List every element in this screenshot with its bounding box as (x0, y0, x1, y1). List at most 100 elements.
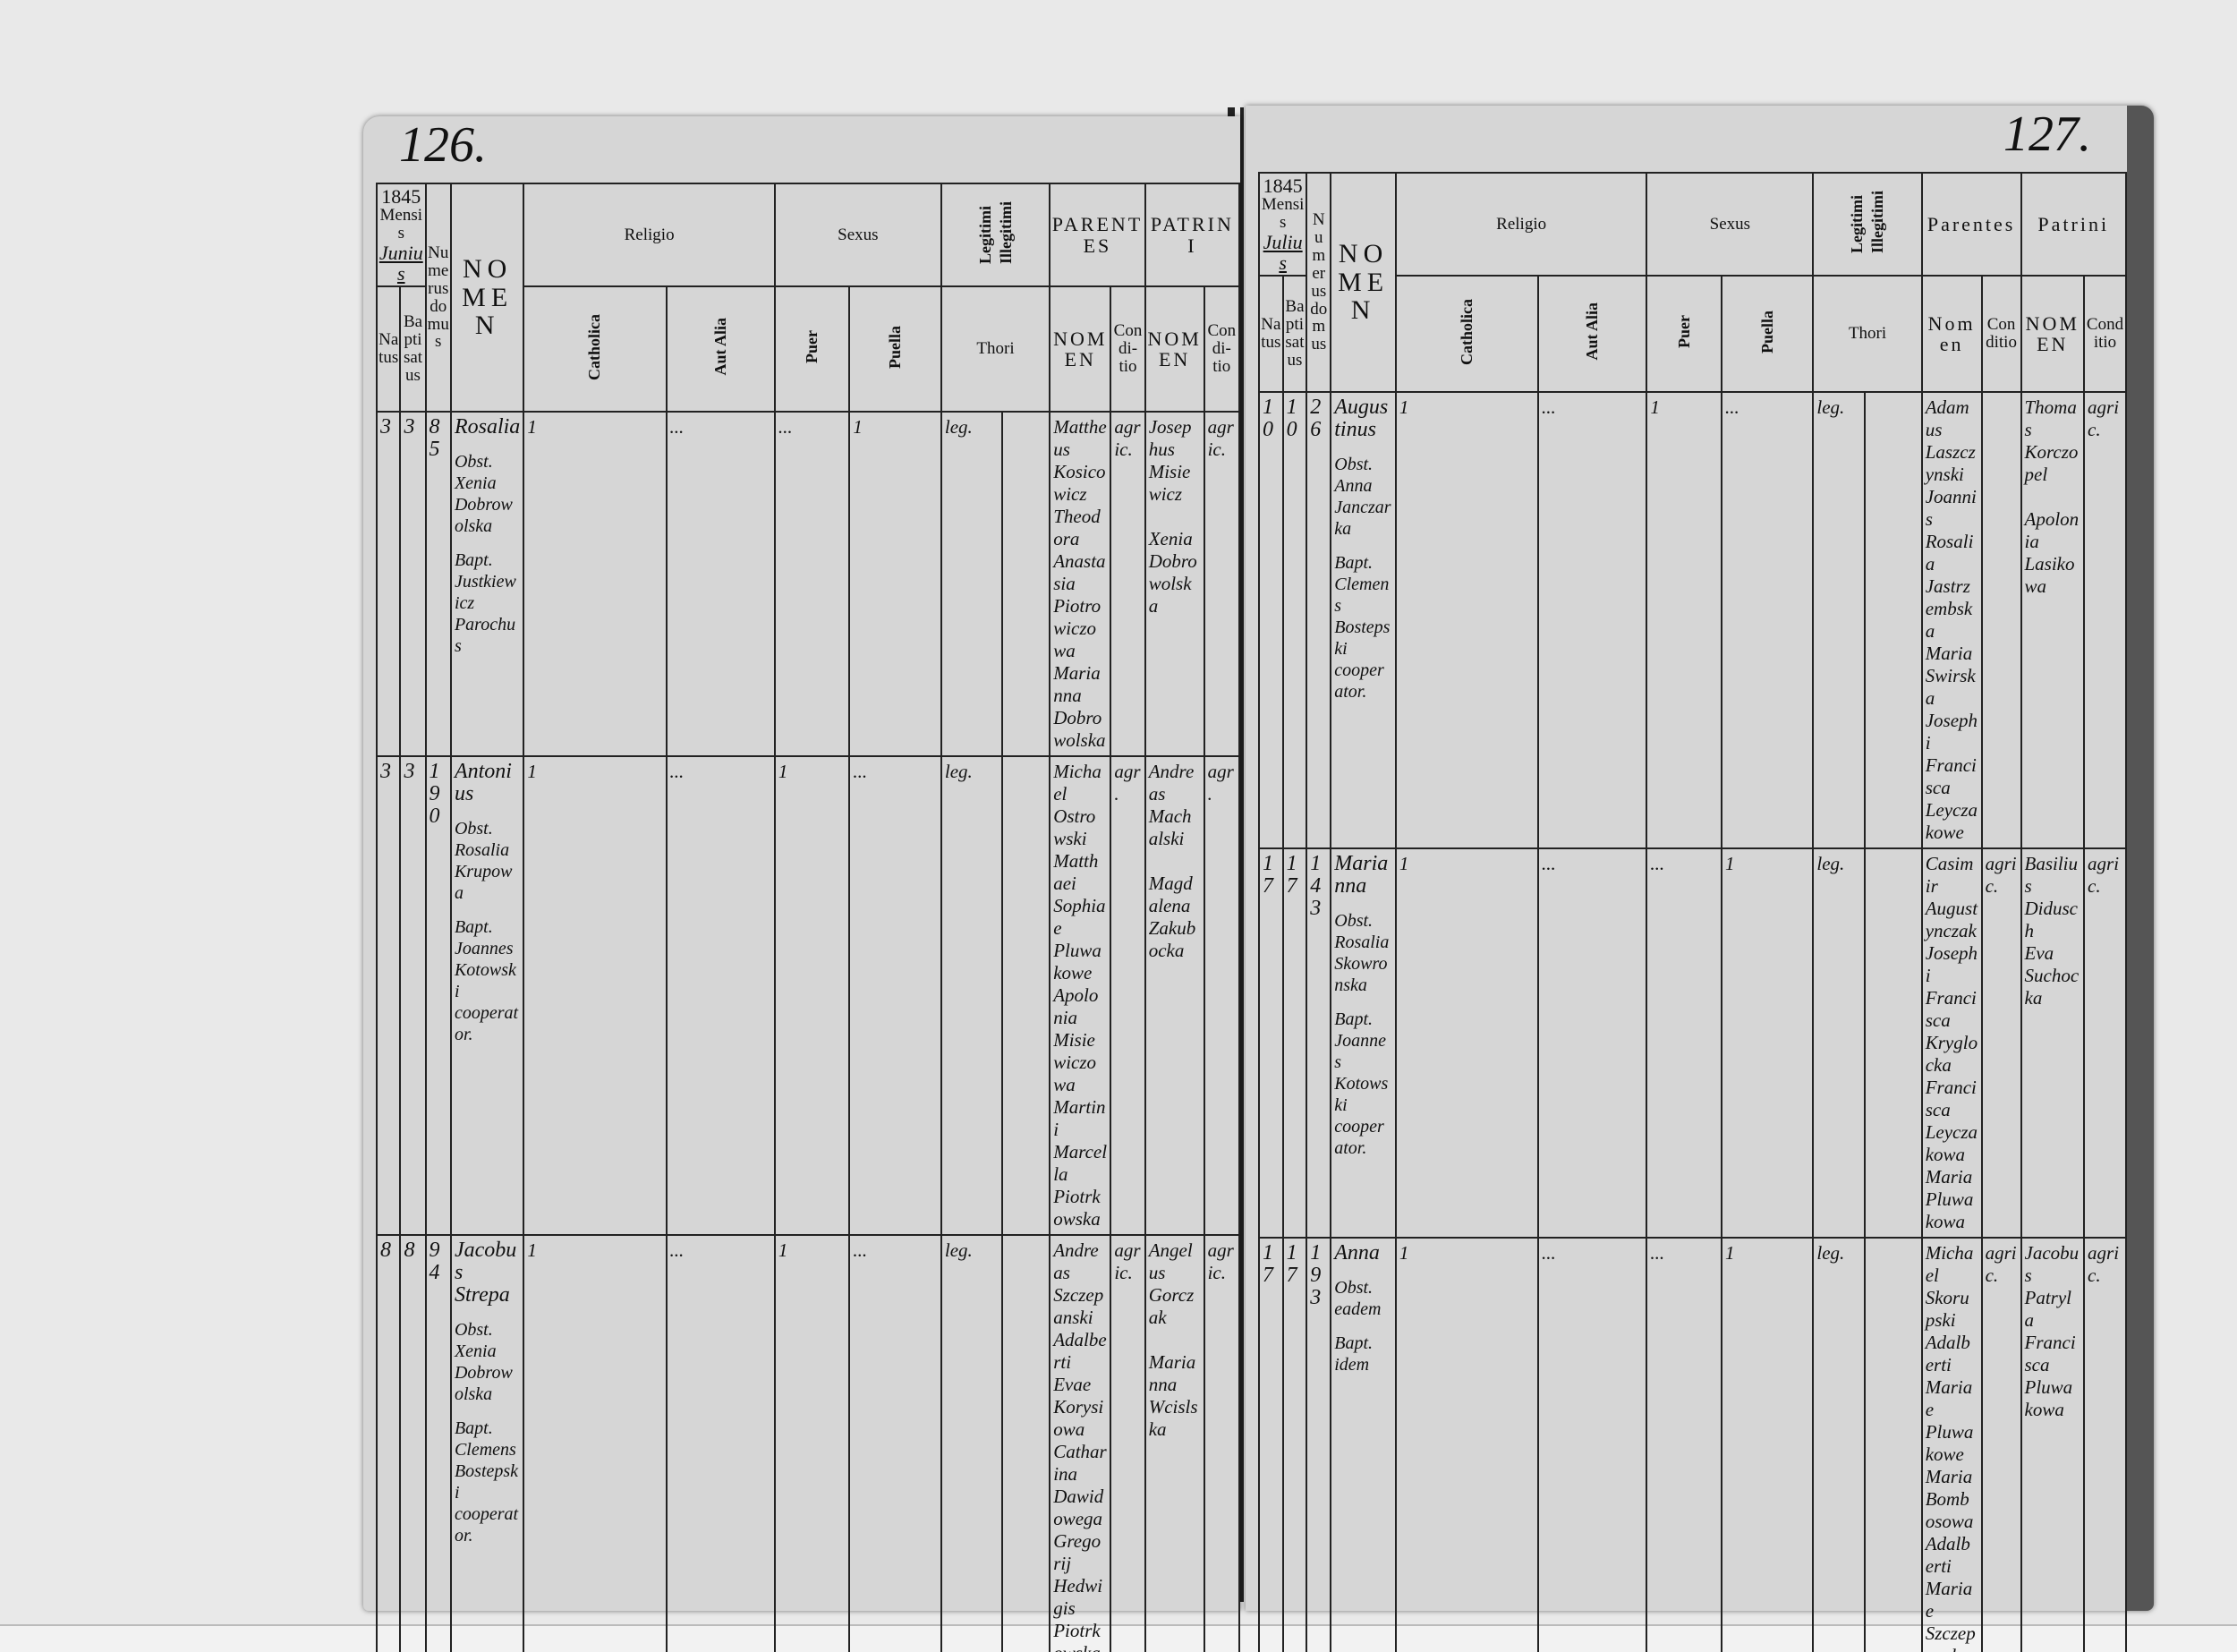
child-name: Marianna (1334, 852, 1389, 898)
page-number: 126. (399, 117, 487, 173)
legitimi-label: Legitimi (1848, 195, 1867, 254)
parentes-nomen-cell: Andreas Szczepanski Adalberti Evae Korysiow… (1049, 1234, 1112, 1652)
parent-name-line: Pluwakowe (1053, 940, 1101, 984)
parent-name-line: Ostrowski (1053, 805, 1096, 850)
patrini-nomen-cell: Thomas Korczopel Apolonia Lasikowa (2020, 391, 2086, 850)
parent-name-line: Dawidowega (1053, 1486, 1104, 1530)
catholica-header: Catholica (1394, 275, 1540, 394)
illegitimi-label: Illegitimi (996, 201, 1015, 265)
godparent-name-line: Misiewicz (1148, 461, 1191, 506)
puella-cell: ... (848, 1234, 942, 1652)
godparent-name-line: Didusch (2024, 898, 2079, 942)
parent-name-line: Piotrkowska (1053, 1186, 1101, 1230)
puer-cell: ... (773, 411, 851, 758)
parentes-conditio-header: Conditio (1980, 275, 2022, 394)
legitimi-cell: leg. (1812, 391, 1867, 850)
register-page-right: 127. 1845 Mensis Julius Numerus domus NOMEN R… (1246, 106, 2154, 1652)
puella-header-label: Puella (1757, 310, 1776, 353)
parent-name-line: Theodora Anastasia (1053, 506, 1106, 595)
register-table: 1845 Mensis Junius Numerus domus NOMEN Religi… (375, 182, 1241, 1652)
parentes-conditio-cell: agric. (1980, 847, 2022, 1239)
godparent-name-line (1149, 850, 1201, 873)
puer-cell: ... (1646, 847, 1722, 1239)
nomen-header: NOMEN (1330, 171, 1397, 394)
nomen-cell: Jacobus Strepa Obst. Xenia Dobrowolska Bap… (449, 1234, 525, 1652)
table-row: 10 10 26 Augustinus Obst. Anna Janczarka Bapt… (1258, 391, 2127, 850)
parent-name-line: Francisca (1925, 1077, 1977, 1121)
puer-header: Puer (773, 285, 851, 413)
aut-alia-cell: ... (1537, 847, 1648, 1239)
mensis-label: Mensis (1261, 195, 1305, 233)
nomen-cell: Rosalia Obst. Xenia Dobrowolska Bapt. Just… (449, 411, 525, 758)
sexus-header: Sexus (773, 182, 942, 288)
legitimi-cell: leg. (940, 755, 1003, 1237)
godparent-name-line: Magdalena (1148, 873, 1193, 917)
parent-name-line: Apolonia Misiewiczowa (1053, 984, 1099, 1096)
domus-cell: 85 (424, 411, 452, 758)
godparent-name-line: Marianna (1148, 1351, 1196, 1396)
nomen-cell: Anna Obst. eadem Bapt. idem (1330, 1237, 1397, 1652)
parent-name-line: Adalberti Mariae (1925, 1533, 1973, 1622)
illegitimi-cell (1000, 411, 1051, 758)
parent-name-line: Szczepanski (1053, 1284, 1104, 1329)
aut-alia-header-label: Aut Alia (1583, 302, 1602, 361)
illegitimi-cell (1864, 391, 1923, 850)
parent-name-line: Adalberti Evae (1053, 1329, 1107, 1396)
natus-cell: 8 (375, 1234, 402, 1652)
domus-cell: 94 (424, 1234, 452, 1652)
parent-name-line: Kosicowicz (1053, 461, 1106, 506)
godparent-name-line: Xenia (1148, 528, 1193, 550)
godparent-name-line: Suchocka (2024, 965, 2080, 1009)
puer-header-label: Puer (803, 330, 821, 364)
puer-cell: ... (1646, 1237, 1722, 1652)
patrini-conditio-cell: agric. (2083, 1237, 2127, 1652)
legitimi-cell: leg. (1812, 847, 1867, 1239)
table-row: 3 3 190 Antonius Obst. Rosalia Krupowa Bapt. … (375, 755, 1241, 1237)
parent-name-line: Maria Pluwakowa (1925, 1166, 1974, 1233)
nomen-cell: Augustinus Obst. Anna Janczarka Bapt. Clem… (1330, 391, 1397, 850)
godparent-name-line: Zakubocka (1148, 917, 1196, 962)
parent-name-line: Michael (1053, 761, 1101, 805)
natus-cell: 3 (375, 755, 402, 1237)
page-number: 127. (2003, 106, 2091, 162)
illegitimi-cell (1000, 1234, 1051, 1652)
baptisatus-cell: 10 (1281, 391, 1308, 850)
month-name: Julius (1263, 230, 1303, 275)
parent-name-line: Korysiowa (1053, 1396, 1104, 1441)
book-spine-edge (1240, 107, 1244, 1602)
mensis-label: Mensis (379, 206, 423, 243)
parentes-conditio-cell: agric. (1110, 1234, 1146, 1652)
godparent-name-line: Angelus (1148, 1239, 1193, 1284)
puer-header-label: Puer (1674, 315, 1693, 349)
legitimi-cell: leg. (940, 411, 1003, 758)
patrini-conditio-cell: agric. (1203, 1234, 1241, 1652)
aut-alia-cell: ... (665, 1234, 776, 1652)
godparent-name-line: Eva (2024, 942, 2054, 965)
parent-name-line: Marianna (1053, 662, 1101, 707)
godparent-name-line: Dobrowolska (1148, 550, 1197, 617)
aut-alia-header: Aut Alia (665, 285, 776, 413)
child-name: Augustinus (1334, 396, 1389, 442)
parent-name-line: Josephi Francisca (1925, 710, 1978, 799)
godparent-name-line: Wcislska (1148, 1396, 1198, 1441)
table-row: 3 3 85 Rosalia Obst. Xenia Dobrowolska Bapt. … (375, 411, 1241, 758)
legitimi-header: Legitimi Illegitimi (940, 182, 1051, 288)
parentes-header: PARENTES (1049, 182, 1146, 288)
baptisatus-cell: 17 (1281, 847, 1308, 1239)
aut-alia-cell: ... (1537, 1237, 1648, 1652)
patrini-header: Patrini (2020, 171, 2127, 277)
obstetrix-note: Obst. Rosalia Skowronska (1334, 911, 1390, 996)
catholica-cell: 1 (1394, 1237, 1540, 1652)
year: 1845 (381, 185, 421, 208)
nomen-cell: Marianna Obst. Rosalia Skowronska Bapt. Jo… (1330, 847, 1397, 1239)
illegitimi-cell (1000, 755, 1051, 1237)
legitimi-cell: leg. (1812, 1237, 1867, 1652)
godparent-name-line: Lasikowa (2024, 553, 2075, 598)
catholica-cell: 1 (523, 411, 668, 758)
patrini-header: PATRINI (1144, 182, 1241, 288)
patrini-nomen-cell: Jacobus Patryla Francisca Pluwakowa (2020, 1237, 2086, 1652)
parentes-conditio-header: Condi-tio (1110, 285, 1146, 413)
year-header: 1845 Mensis Julius (1257, 171, 1308, 277)
baptisatus-cell: 3 (399, 755, 427, 1237)
puer-cell: 1 (1646, 391, 1722, 850)
